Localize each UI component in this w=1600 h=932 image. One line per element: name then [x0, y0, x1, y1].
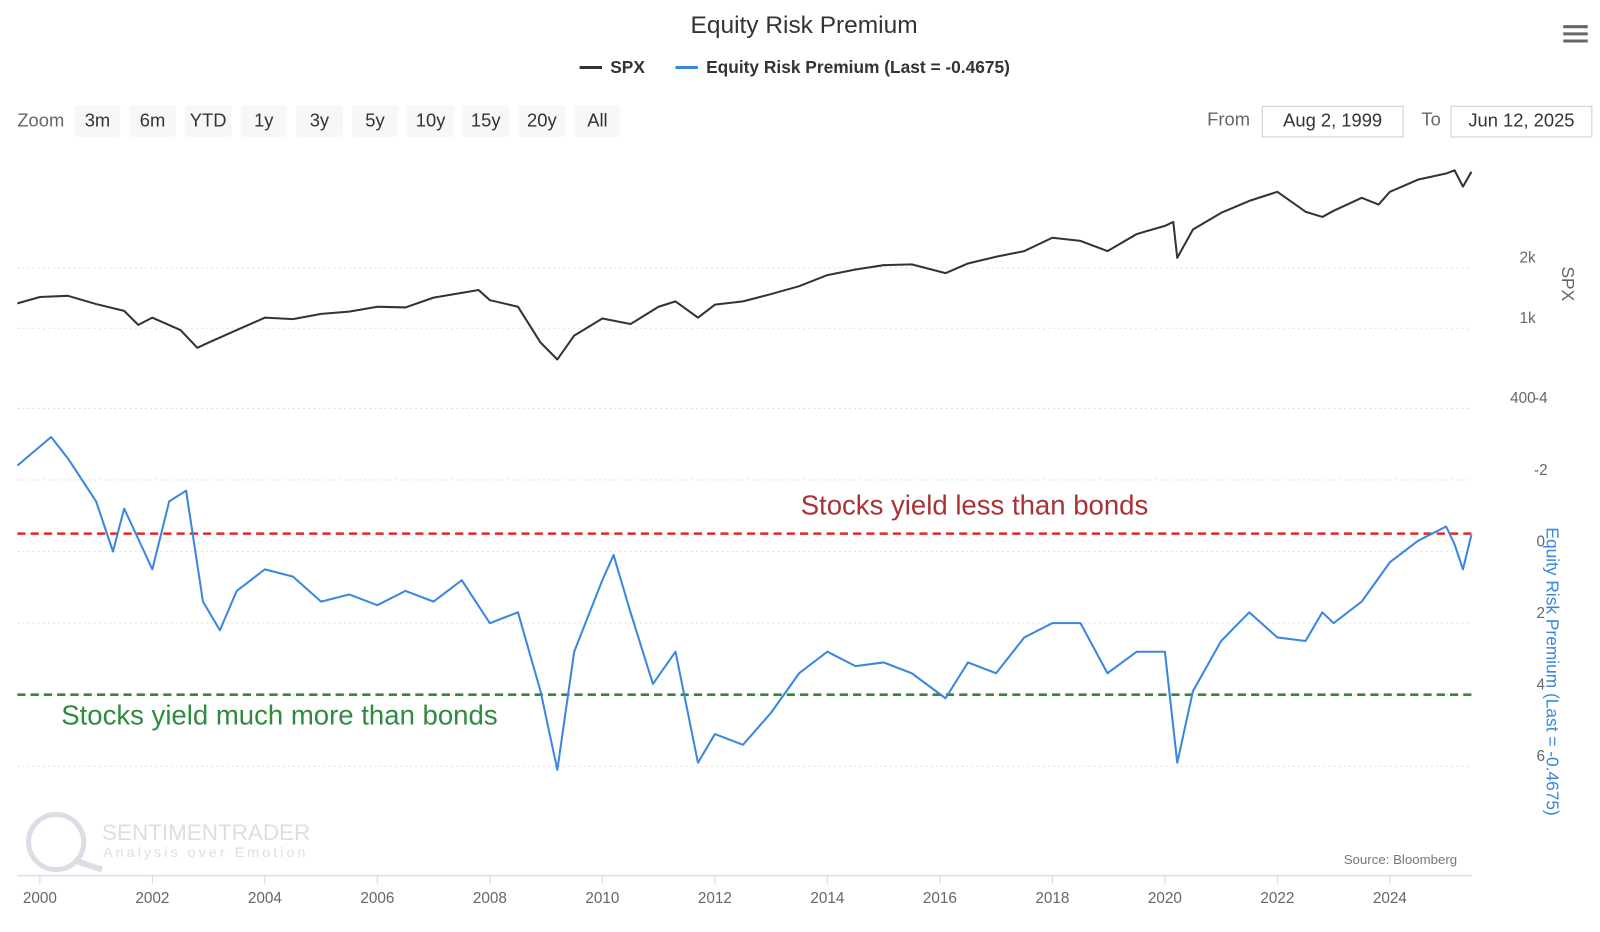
y-tick-label: 1k: [1520, 310, 1537, 327]
x-tick-label: 2018: [1035, 890, 1069, 907]
watermark-tagline: Analysis over Emotion: [103, 845, 308, 861]
zoom-button[interactable]: 20y: [518, 105, 566, 137]
x-tick-label: 2008: [473, 890, 507, 907]
y-axis-title: Equity Risk Premium (Last = -0.4675): [1542, 527, 1562, 815]
legend-label[interactable]: Equity Risk Premium (Last = -0.4675): [706, 57, 1010, 77]
menu-button[interactable]: [1559, 22, 1590, 48]
x-tick-label: 2020: [1148, 890, 1182, 907]
zoom-button-label: 5y: [365, 109, 385, 130]
watermark-logo: [26, 811, 87, 873]
zoom-button[interactable]: 3y: [295, 105, 343, 137]
zoom-button-bg: [462, 105, 510, 137]
zoom-button[interactable]: 5y: [352, 105, 398, 137]
to-value: Jun 12, 2025: [1468, 109, 1574, 130]
x-tick-label: 2014: [810, 890, 845, 907]
zoom-button-label: 3m: [85, 109, 111, 130]
reference-label: Stocks yield less than bonds: [801, 489, 1149, 520]
zoom-button-bg: [295, 105, 343, 137]
zoom-button-bg: [74, 105, 121, 137]
zoom-button-bg: [129, 105, 176, 137]
watermark-logo: [73, 857, 104, 873]
zoom-button[interactable]: 15y: [462, 105, 510, 137]
x-tick-label: 2010: [585, 890, 619, 907]
from-input[interactable]: [1261, 105, 1404, 138]
zoom-button-bg: [407, 105, 455, 137]
to-input[interactable]: [1450, 105, 1593, 138]
chart-title: Equity Risk Premium: [691, 12, 918, 39]
series-line: [16, 436, 1473, 771]
source: Source: Bloomberg: [1344, 852, 1457, 867]
watermark: SENTIMENTRADER Analysis over Emotion: [26, 811, 310, 873]
to-label: To: [1421, 108, 1440, 129]
x-tick-label: 2006: [360, 890, 394, 907]
y-tick-label: 2: [1537, 605, 1546, 622]
y-tick-label: -4: [1534, 390, 1548, 407]
series-line: [17, 169, 1473, 361]
zoom-button[interactable]: 3m: [74, 105, 121, 137]
zoom-button-label: All: [587, 109, 607, 130]
y-tick-label: 0: [1537, 533, 1546, 550]
y-tick-label: -2: [1534, 462, 1548, 479]
y-tick-label: 400: [1510, 390, 1536, 407]
reference-label: Stocks yield much more than bonds: [61, 699, 497, 730]
zoom-button[interactable]: 10y: [407, 105, 455, 137]
zoom-button-label: YTD: [190, 109, 227, 130]
x-tick-label: 2004: [248, 890, 283, 907]
x-tick-label: 2022: [1260, 890, 1294, 907]
zoom-button-bg: [240, 105, 287, 137]
zoom-button[interactable]: 6m: [129, 105, 176, 137]
y-tick-label: 4: [1537, 677, 1546, 694]
zoom-button[interactable]: All: [574, 105, 621, 137]
zoom-button-label: 6m: [140, 109, 166, 130]
zoom-button-label: 20y: [527, 109, 557, 130]
zoom-button-label: 10y: [416, 109, 446, 130]
zoom-buttons: 3m 6m YTD 1y 3y 5y 10y 15y 20y All: [74, 105, 621, 137]
x-tick-label: 2012: [698, 890, 732, 907]
zoom-label: Zoom: [17, 109, 64, 130]
zoom-button-bg: [518, 105, 566, 137]
zoom-button-bg: [352, 105, 398, 137]
watermark-text: SENTIMENTRADER: [102, 820, 310, 845]
zoom-button-label: 3y: [310, 109, 330, 130]
zoom-button[interactable]: YTD: [184, 105, 232, 137]
y-tick-label: 2k: [1520, 250, 1537, 267]
from-value: Aug 2, 1999: [1283, 109, 1382, 130]
x-tick-label: 2024: [1373, 890, 1408, 907]
from-label: From: [1207, 108, 1250, 129]
legend-label[interactable]: SPX: [610, 57, 645, 77]
zoom-button-bg: [184, 105, 232, 137]
zoom-button-label: 1y: [254, 109, 274, 130]
x-tick-label: 2000: [23, 890, 57, 907]
zoom-button-bg: [574, 105, 621, 137]
y-tick-label: 6: [1537, 748, 1546, 765]
zoom-button[interactable]: 1y: [240, 105, 287, 137]
x-tick-label: 2016: [923, 890, 957, 907]
y-axis-title: SPX: [1558, 267, 1578, 302]
x-tick-label: 2002: [135, 890, 169, 907]
zoom-button-label: 15y: [471, 109, 501, 130]
